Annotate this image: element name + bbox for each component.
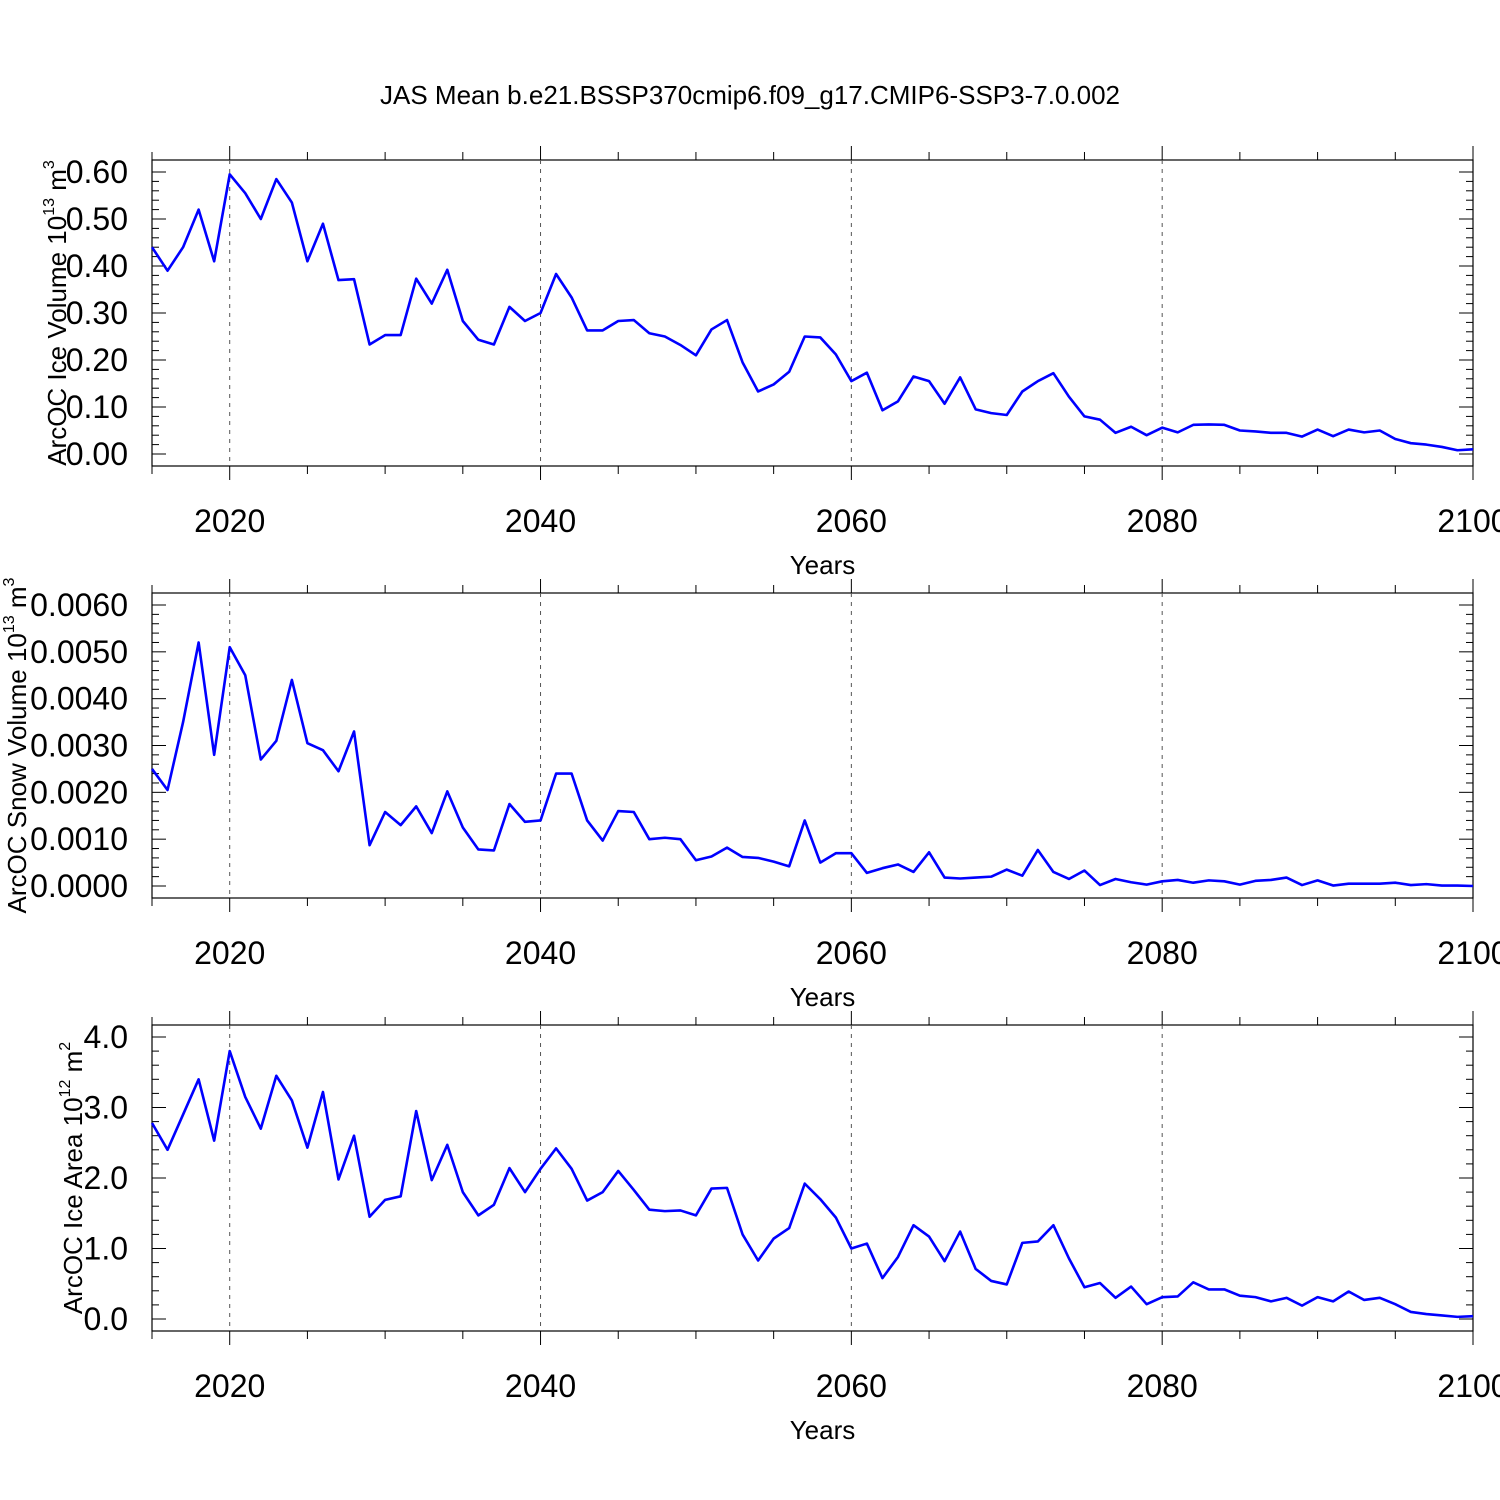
y-tick-label: 4.0: [84, 1019, 128, 1055]
x-tick-label: 2020: [194, 503, 265, 539]
y-tick-label: 0.0000: [30, 868, 128, 904]
y-tick-label: 0.50: [66, 201, 128, 237]
y-tick-label: 0.20: [66, 342, 128, 378]
y-tick-label: 0.0040: [30, 681, 128, 717]
x-tick-label: 2080: [1127, 935, 1198, 971]
y-tick-label: 0.10: [66, 389, 128, 425]
x-tick-label: 2060: [816, 503, 887, 539]
y-tick-label: 0.0060: [30, 587, 128, 623]
x-tick-label: 2100: [1437, 935, 1500, 971]
y-axis-label: ArcOC Snow Volume 1013 m3: [1, 577, 32, 913]
y-tick-label: 0.00: [66, 436, 128, 472]
y-tick-label: 0.0020: [30, 774, 128, 810]
y-tick-label: 3.0: [84, 1090, 128, 1126]
x-tick-label: 2100: [1437, 1368, 1500, 1404]
x-tick-label: 2080: [1127, 503, 1198, 539]
x-tick-label: 2060: [816, 1368, 887, 1404]
x-tick-label: 2040: [505, 503, 576, 539]
y-tick-label: 0.40: [66, 248, 128, 284]
y-tick-label: 0.30: [66, 295, 128, 331]
x-axis-label: Years: [790, 1415, 856, 1445]
y-tick-label: 0.0: [84, 1301, 128, 1337]
y-tick-label: 0.0030: [30, 728, 128, 764]
panel-ice-volume: 2020 2040 2060 2080 2100 0.00 0.10 0.20 0.30 0.40…: [41, 146, 1500, 580]
y-axis-label: ArcOC Ice Area 1012 m2: [57, 1042, 88, 1314]
x-tick-label: 2020: [194, 1368, 265, 1404]
y-tick-label: 1.0: [84, 1231, 128, 1267]
y-tick-label: 0.0050: [30, 634, 128, 670]
figure-title: JAS Mean b.e21.BSSP370cmip6.f09_g17.CMIP…: [380, 80, 1120, 110]
series-line: [150, 173, 1474, 452]
x-tick-label: 2060: [816, 935, 887, 971]
x-axis-label: Years: [790, 982, 856, 1012]
x-axis-label: Years: [790, 550, 856, 580]
y-tick-label: 0.0010: [30, 821, 128, 857]
x-tick-label: 2100: [1437, 503, 1500, 539]
series-line: [150, 1049, 1474, 1319]
y-tick-label: 2.0: [84, 1160, 128, 1196]
panel-ice-area: 2020 2040 2060 2080 2100 0.0 1.0 2.0 3.0 4.0 Years…: [57, 1011, 1500, 1445]
y-tick-label: 0.60: [66, 154, 128, 190]
x-tick-label: 2020: [194, 935, 265, 971]
series-line: [150, 641, 1474, 888]
x-tick-label: 2080: [1127, 1368, 1198, 1404]
x-tick-label: 2040: [505, 935, 576, 971]
panel-snow-volume: 2020 2040 2060 2080 2100 0.0000 0.0010 0.0020 0.…: [1, 577, 1500, 1012]
y-axis-label: ArcOC Ice Volume 1013 m3: [41, 160, 72, 466]
x-tick-label: 2040: [505, 1368, 576, 1404]
